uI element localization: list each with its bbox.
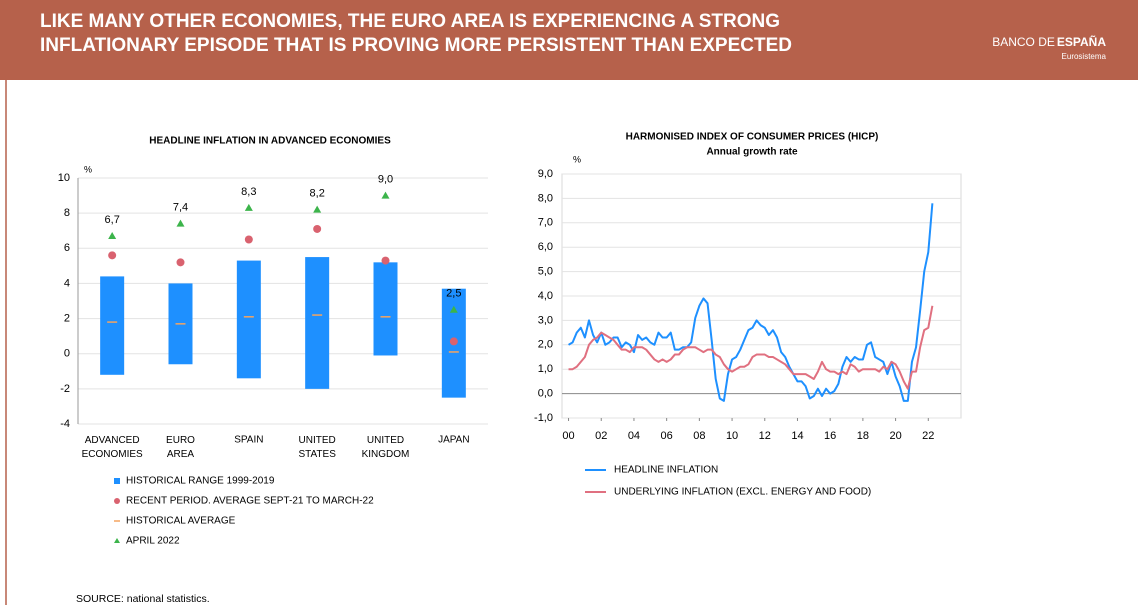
- x-tick-label: 04: [628, 430, 640, 442]
- range-bar: [373, 262, 398, 356]
- x-tick-label: 16: [824, 430, 836, 442]
- x-tick-line: STATES: [298, 449, 336, 460]
- x-tick-label: JAPAN: [438, 435, 470, 446]
- data-label: 7,4: [173, 202, 188, 214]
- series-line: [568, 305, 934, 390]
- chart-title: HARMONISED INDEX OF CONSUMER PRICES (HIC…: [626, 132, 879, 143]
- x-tick-label: ADVANCED ECONOMIES: [82, 435, 143, 460]
- x-tick-line: ECONOMIES: [82, 449, 143, 460]
- range-bar: [100, 276, 125, 375]
- x-tick-label: 08: [693, 430, 705, 442]
- chart-subtitle: Annual growth rate: [706, 147, 798, 158]
- header-title: LIKE MANY OTHER ECONOMIES, THE EURO AREA…: [40, 11, 780, 32]
- range-bar: [236, 260, 261, 379]
- y-tick-label: 2,0: [538, 339, 553, 351]
- logo: BANCO DE ESPAÑA: [992, 34, 1106, 49]
- x-tick-label: SPAIN: [234, 435, 263, 446]
- x-tick-label: EURO AREA: [166, 435, 195, 460]
- y-tick-label: 3,0: [538, 314, 553, 326]
- legend-swatch: [114, 478, 120, 484]
- recent-dot: [244, 235, 253, 244]
- x-tick-label: 12: [759, 430, 771, 442]
- y-tick-label: 5,0: [538, 266, 553, 278]
- x-tick-line: UNITED: [367, 435, 404, 446]
- y-tick-label: 9,0: [538, 168, 553, 180]
- data-label: 9,0: [378, 173, 393, 185]
- y-unit: %: [573, 154, 581, 164]
- header-band: [0, 0, 1138, 80]
- x-tick-label: 22: [922, 430, 934, 442]
- legend-swatch: [114, 538, 120, 543]
- x-tick-label: 06: [661, 430, 673, 442]
- y-tick-label: 2: [64, 312, 70, 324]
- y-tick-label: 0,0: [538, 388, 553, 400]
- recent-dot: [108, 251, 117, 260]
- y-tick-label: 4: [64, 277, 70, 289]
- y-tick-label: 0: [64, 348, 70, 360]
- data-label: 8,2: [310, 188, 325, 200]
- y-tick-label: 1,0: [538, 363, 553, 375]
- y-unit: %: [84, 164, 92, 174]
- series-line: [568, 203, 934, 402]
- april-marker: [313, 205, 322, 213]
- legend-swatch: [114, 498, 120, 504]
- x-tick-label: 14: [791, 430, 803, 442]
- x-tick-label: 10: [726, 430, 738, 442]
- y-tick-label: 6,0: [538, 241, 553, 253]
- legend-label: HISTORICAL RANGE 1999-2019: [126, 476, 275, 487]
- x-tick-label: 02: [595, 430, 607, 442]
- legend-label: UNDERLYING INFLATION (EXCL. ENERGY AND F…: [614, 487, 871, 498]
- y-tick-label: 6: [64, 242, 70, 254]
- april-marker: [108, 231, 117, 239]
- x-tick-line: ADVANCED: [85, 435, 140, 446]
- y-tick-label: -1,0: [534, 412, 553, 424]
- y-tick-label: -2: [60, 383, 70, 395]
- april-marker: [381, 191, 390, 199]
- range-bar: [305, 257, 330, 389]
- y-tick-label: 7,0: [538, 217, 553, 229]
- x-tick-line: EURO: [166, 435, 195, 446]
- y-tick-label: 8,0: [538, 192, 553, 204]
- source: SOURCE: national statistics.: [76, 593, 210, 605]
- logo-light: BANCO DE: [992, 35, 1055, 49]
- legend-label: HEADLINE INFLATION: [614, 465, 718, 476]
- legend-label: APRIL 2022: [126, 536, 180, 547]
- x-tick-label: UNITED STATES: [298, 435, 336, 460]
- logo-bold: ESPAÑA: [1057, 34, 1106, 49]
- x-tick-line: UNITED: [299, 435, 336, 446]
- recent-dot: [176, 258, 185, 267]
- header-title: INFLATIONARY EPISODE THAT IS PROVING MOR…: [40, 35, 792, 56]
- recent-dot: [313, 224, 322, 233]
- y-tick-label: 8: [64, 207, 70, 219]
- y-tick-label: 10: [58, 172, 70, 184]
- x-tick-label: 00: [562, 430, 574, 442]
- x-tick-label: UNITED KINGDOM: [362, 435, 410, 460]
- x-tick-label: 20: [889, 430, 901, 442]
- april-marker: [176, 219, 185, 227]
- x-tick-line: AREA: [167, 449, 195, 460]
- data-label: 2,5: [446, 288, 461, 300]
- data-label: 8,3: [241, 186, 256, 198]
- x-tick-line: KINGDOM: [362, 449, 410, 460]
- legend-label: HISTORICAL AVERAGE: [126, 516, 236, 527]
- april-marker: [449, 305, 458, 313]
- recent-dot: [449, 337, 458, 346]
- recent-dot: [381, 256, 390, 265]
- y-tick-label: -4: [60, 418, 70, 430]
- april-marker: [244, 203, 253, 211]
- y-tick-label: 4,0: [538, 290, 553, 302]
- legend-label: RECENT PERIOD. AVERAGE SEPT-21 TO MARCH-…: [126, 496, 374, 507]
- chart-title: HEADLINE INFLATION IN ADVANCED ECONOMIES: [149, 136, 391, 147]
- x-tick-label: 18: [857, 430, 869, 442]
- logo-sub: Eurosistema: [1062, 52, 1107, 61]
- data-label: 6,7: [105, 214, 120, 226]
